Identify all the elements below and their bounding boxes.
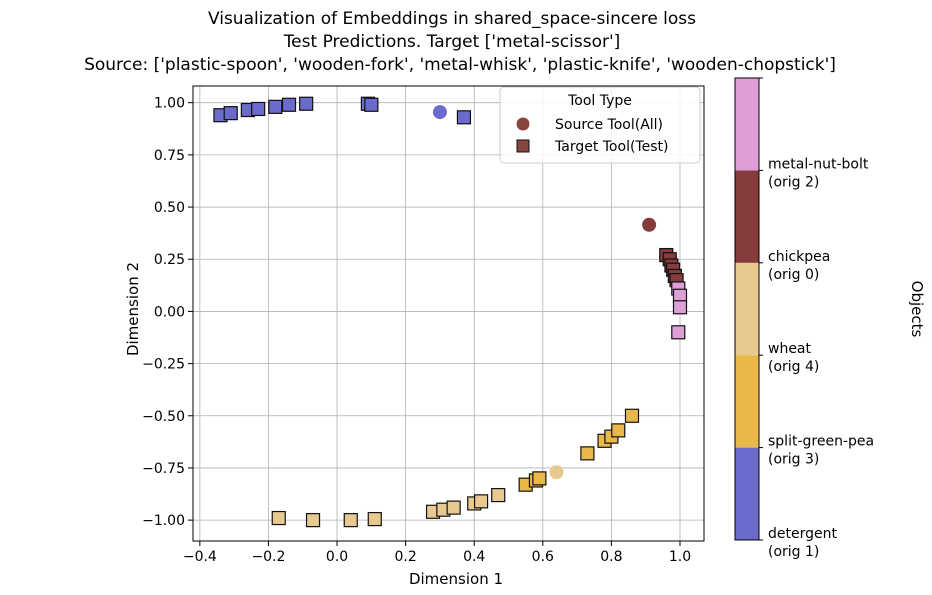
y-tick-label: 0.75 — [154, 148, 185, 164]
title-line-2: Test Predictions. Target ['metal-scissor… — [283, 32, 621, 52]
y-axis-label: Dimension 2 — [124, 262, 142, 356]
target-point-wheat — [271, 510, 286, 526]
source-point-wheat — [549, 465, 564, 480]
colorbar-segment-metal-nut-bolt — [735, 78, 759, 171]
x-tick-label: 0.8 — [600, 549, 622, 565]
data-points — [213, 96, 688, 528]
colorbar-frame — [734, 77, 760, 541]
x-tick-label: −0.4 — [183, 549, 217, 565]
y-tick-label: −0.50 — [142, 409, 185, 425]
colorbar-segment-wheat — [735, 262, 759, 356]
legend: Tool Type Source Tool(All) Target Tool(Tes… — [499, 86, 701, 164]
y-tick-label: 0.00 — [154, 304, 185, 320]
target-point-metal-nut-bolt — [672, 300, 688, 315]
x-tick-label: 0.0 — [326, 549, 348, 565]
tick-labels: −0.4 −0.2 0.0 0.2 0.4 0.6 0.8 1.0 −1.00 −0.75 −0.5… — [142, 96, 691, 565]
target-point-wheat — [473, 494, 489, 509]
colorbar-category-orig: (orig 2) — [768, 174, 819, 190]
y-tick-label: −0.75 — [142, 461, 185, 477]
target-point-detergent — [299, 96, 314, 111]
legend-entry-label: Source Tool(All) — [555, 117, 663, 133]
x-tick-label: −0.2 — [251, 549, 285, 565]
colorbar-category-name: wheat — [768, 341, 812, 357]
colorbar-category-name: metal-nut-bolt — [768, 156, 869, 172]
colorbar-category-orig: (orig 1) — [768, 544, 819, 560]
colorbar-segment-detergent — [735, 447, 759, 540]
x-tick-label: 0.4 — [463, 549, 485, 565]
target-point-detergent — [364, 97, 379, 112]
colorbar-segment-split-green-pea — [735, 355, 759, 448]
chart-title: Visualization of Embeddings in shared_sp… — [84, 9, 836, 75]
legend-title: Tool Type — [567, 93, 632, 109]
colorbar-category-name: chickpea — [768, 249, 830, 265]
target-point-detergent — [223, 106, 238, 121]
x-tick-label: 0.6 — [532, 549, 554, 565]
target-point-wheat — [305, 513, 321, 528]
colorbar-category-name: split-green-pea — [768, 434, 874, 450]
target-point-detergent — [268, 99, 283, 114]
y-tick-label: 0.25 — [154, 252, 185, 268]
legend-entry-label: Target Tool(Test) — [554, 139, 668, 155]
x-tick-label: 0.2 — [394, 549, 416, 565]
source-point-detergent — [432, 105, 447, 120]
target-point-detergent — [251, 101, 266, 117]
target-point-split-green-pea — [532, 471, 547, 486]
target-point-wheat — [367, 511, 382, 527]
plot-axes — [188, 85, 705, 546]
colorbar: detergent (orig 1) split-green-pea (orig 3)… — [734, 77, 874, 560]
x-tick-label: 1.0 — [669, 549, 691, 565]
colorbar-segment-chickpea — [735, 170, 759, 263]
legend-box — [499, 86, 701, 164]
source-point-chickpea — [642, 217, 657, 232]
target-point-wheat — [446, 500, 461, 515]
target-point-detergent — [456, 110, 472, 125]
target-point-wheat — [491, 487, 506, 503]
colorbar-category-orig: (orig 4) — [768, 359, 819, 375]
colorbar-category-orig: (orig 3) — [768, 452, 819, 468]
colorbar-category-name: detergent — [768, 526, 837, 542]
target-point-detergent — [281, 97, 297, 112]
legend-marker-source — [516, 117, 530, 131]
target-point-split-green-pea — [624, 408, 640, 423]
title-line-1: Visualization of Embeddings in shared_sp… — [208, 9, 696, 29]
plot-frame — [192, 85, 705, 542]
target-point-wheat — [343, 513, 358, 528]
colorbar-category-orig: (orig 0) — [768, 267, 819, 283]
target-point-split-green-pea — [580, 446, 595, 461]
y-tick-label: −1.00 — [142, 513, 185, 529]
target-point-split-green-pea — [611, 423, 626, 438]
legend-marker-target — [516, 139, 530, 153]
target-point-metal-nut-bolt — [671, 325, 686, 340]
y-tick-label: −0.25 — [142, 357, 185, 373]
title-line-3: Source: ['plastic-spoon', 'wooden-fork',… — [84, 55, 836, 75]
x-axis-label: Dimension 1 — [409, 570, 503, 588]
y-tick-label: 1.00 — [154, 96, 185, 112]
colorbar-label: Objects — [908, 281, 926, 338]
y-tick-label: 0.50 — [154, 200, 185, 216]
